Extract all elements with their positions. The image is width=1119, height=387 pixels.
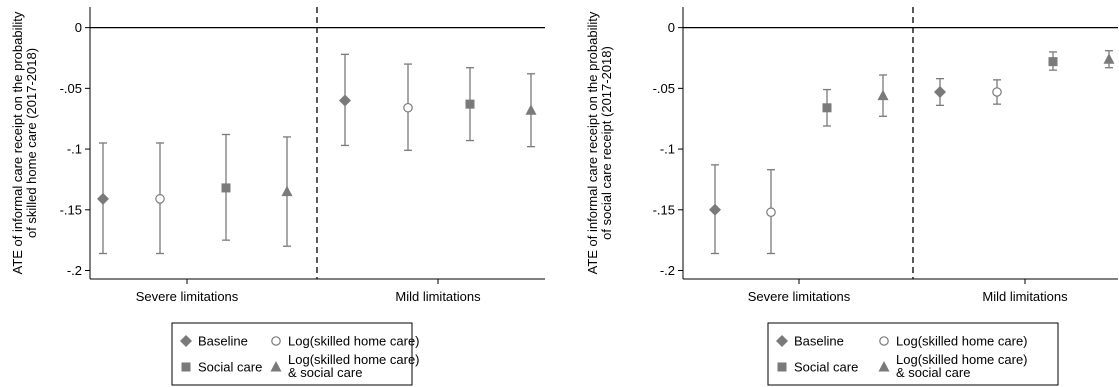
legend-label: Log(skilled home care) [288,334,420,349]
x-group-label: Severe limitations [748,289,851,304]
data-point-social_care [221,133,231,241]
legend-label: Baseline [198,334,248,349]
data-point-baseline [709,164,721,255]
data-point-log_skilled [403,63,413,151]
y-axis-label-line: ATE of informal care receipt on the prob… [585,11,600,274]
y-tick-label: -.2 [67,263,82,278]
y-tick-label: -.15 [653,202,675,217]
point-marker-log_social [281,185,293,197]
point-marker-social_care [1048,57,1058,67]
data-point-social_care [1048,51,1058,71]
x-group-label: Severe limitations [136,289,239,304]
legend-marker-log_social [878,361,890,372]
chart-panel-2: 0 -.05 -.1 -.15 -.2 ATE of informal care rece… [585,7,1118,386]
y-tick-label: -.2 [660,263,675,278]
data-point-log_social [281,136,293,247]
data-point-log_social [877,74,889,117]
y-axis-label: ATE of informal care receipt on the prob… [10,11,39,274]
legend-marker-baseline [776,335,788,347]
legend-label: & social care [896,365,970,380]
x-group-label: Mild limitations [395,289,481,304]
legend-label: & social care [288,365,362,380]
point-marker-baseline [339,94,351,107]
data-point-social_care [465,67,475,142]
point-marker-log_skilled [155,194,165,204]
point-marker-social_care [822,103,832,113]
point-marker-baseline [934,86,946,98]
point-marker-social_care [221,183,231,193]
legend-marker-social_care [777,362,787,372]
y-axis-label-line: of social care receipt (2017-2018) [599,46,614,240]
legend-item-log_social: Log(skilled home care)& social care [270,352,420,380]
y-axis-label-line: of skilled home care (2017-2018) [24,48,39,238]
y-tick-label: -.05 [653,81,675,96]
legend: Baseline Log(skilled home care) Social car… [767,322,1059,386]
legend-label: Social care [794,360,858,375]
data-point-baseline [934,77,946,107]
y-axis-label-line: ATE of informal care receipt on the prob… [10,11,25,274]
legend-item-baseline: Baseline [180,334,248,349]
legend-item-baseline: Baseline [776,334,844,349]
data-point-log_social [525,73,537,148]
point-marker-log_social [525,104,537,115]
legend: Baseline Log(skilled home care) Social car… [171,322,420,386]
legend-marker-baseline [180,335,192,347]
legend-marker-social_care [181,362,191,372]
point-marker-log_social [1103,53,1115,64]
legend-marker-log_skilled [271,336,281,346]
y-axis-label: ATE of informal care receipt on the prob… [585,11,614,274]
data-point-log_social [1103,50,1115,69]
legend-label: Log(skilled home care) [896,334,1028,349]
legend-item-log_social: Log(skilled home care)& social care [878,352,1028,380]
data-point-log_skilled [992,79,1002,105]
legend-item-log_skilled: Log(skilled home care) [879,334,1028,349]
legend-label: Log(skilled home care) [896,352,1028,367]
legend-label: Log(skilled home care) [288,352,420,367]
legend-box [767,322,1059,386]
chart-panel-1: 0 -.05 -.1 -.15 -.2 ATE of informal care rece… [10,7,545,386]
point-marker-baseline [709,203,721,216]
y-tick-label: 0 [668,20,675,35]
y-tick-label: 0 [75,20,82,35]
legend-item-log_skilled: Log(skilled home care) [271,334,420,349]
point-marker-log_social [877,89,889,101]
data-point-baseline [97,142,109,255]
y-tick-label: -.15 [60,202,82,217]
legend-box [171,322,413,386]
legend-item-social_care: Social care [777,360,858,375]
legend-label: Baseline [794,334,844,349]
data-point-log_skilled [155,142,165,255]
point-marker-baseline [97,192,109,205]
legend-marker-log_social [270,361,282,372]
data-point-log_skilled [766,169,776,255]
legend-marker-log_skilled [879,336,889,346]
point-marker-log_skilled [403,102,413,113]
data-point-baseline [339,53,351,147]
legend-label: Social care [198,360,262,375]
point-marker-log_skilled [992,87,1002,97]
data-point-social_care [822,88,832,127]
point-marker-social_care [465,99,475,109]
legend-item-social_care: Social care [181,360,262,375]
point-marker-log_skilled [766,207,776,218]
y-tick-label: -.1 [67,142,82,157]
y-tick-label: -.05 [60,81,82,96]
y-tick-label: -.1 [660,142,675,157]
x-group-label: Mild limitations [982,289,1068,304]
